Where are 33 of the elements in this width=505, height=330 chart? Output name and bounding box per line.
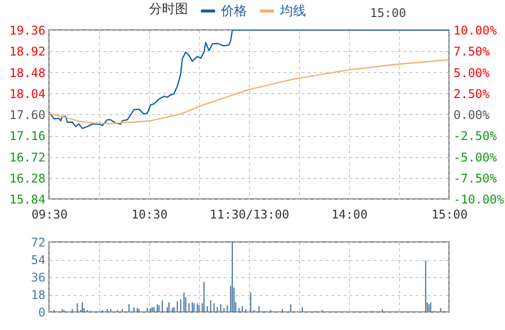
legend-label: 均线 [279,4,306,19]
y-tick-label: 18.48 [9,66,46,80]
y2-tick-label: -5.00% [454,150,498,164]
legend-label: 价格 [220,4,247,19]
y-tick-label: 17.16 [9,129,46,144]
y-tick-label: 0 [38,306,46,320]
x-tick-label: 10:30 [131,208,168,222]
y2-tick-label: -10.00% [454,192,505,206]
x-tick-label: 11:30/13:00 [210,208,290,222]
y-tick-label: 18.04 [9,86,46,101]
y-tick-label: 18.92 [9,44,46,59]
y2-tick-label: -2.50% [454,129,498,144]
y-tick-label: 16.28 [9,171,46,186]
y2-tick-label: 2.50% [454,86,490,101]
y2-tick-label: 0.00% [454,108,490,122]
y2-tick-label: 7.50% [454,44,490,59]
y2-tick-label: 10.00% [454,24,498,38]
y2-tick-label: -7.50% [454,171,498,186]
y-tick-label: 16.72 [9,150,46,164]
y-tick-label: 72 [31,236,46,250]
y-tick-label: 36 [31,270,46,284]
y-tick-label: 19.36 [9,24,46,38]
chart-title: 分时图 [148,2,188,17]
x-tick-label: 09:30 [31,208,68,222]
y-tick-label: 17.60 [9,108,46,122]
y-tick-label: 15.84 [9,192,46,206]
text: 15:00 [370,6,406,20]
y2-tick-label: 5.00% [454,66,490,80]
y-tick-label: 18 [31,288,46,302]
y-tick-label: 54 [31,253,46,267]
line-series [49,59,449,124]
x-tick-label: 14:00 [331,208,368,222]
x-tick-label: 15:00 [431,208,468,222]
